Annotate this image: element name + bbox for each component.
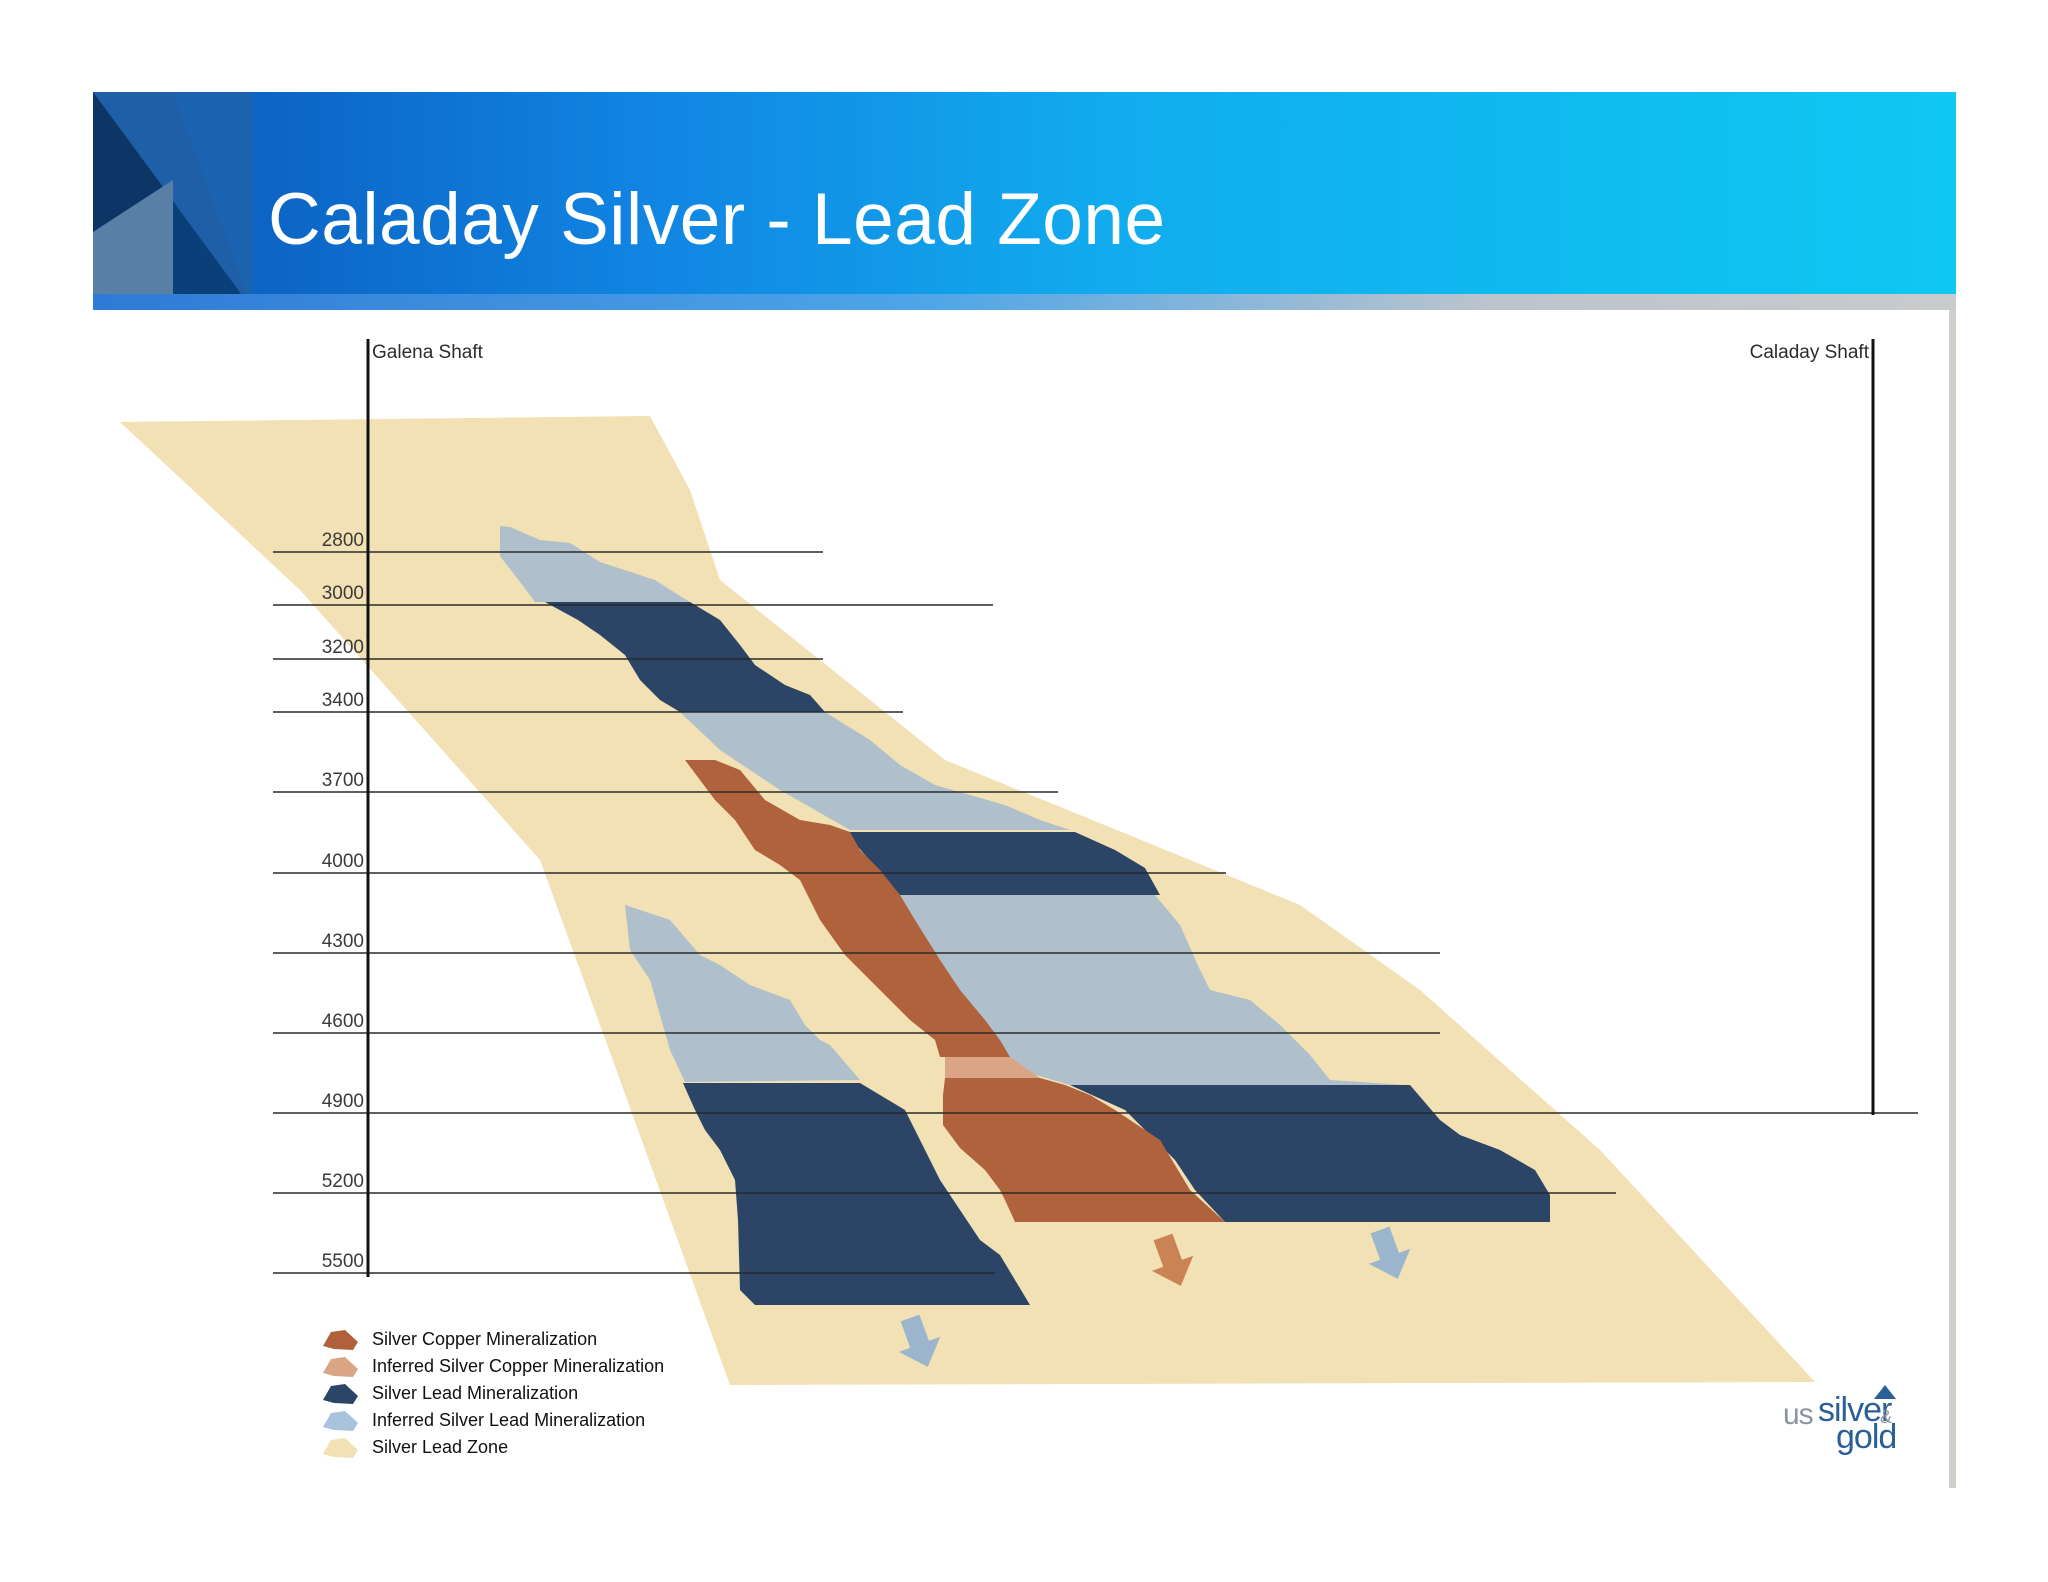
legend-label: Silver Lead Zone: [372, 1437, 509, 1457]
level-label-4600: 4600: [322, 1011, 364, 1032]
us-silver-gold-logo: us silver & gold: [1780, 1385, 1900, 1456]
legend-label: Inferred Silver Lead Mineralization: [372, 1410, 646, 1430]
legend-item: Silver Copper Mineralization: [320, 1326, 664, 1353]
level-label-3400: 3400: [322, 690, 364, 711]
legend-label: Silver Copper Mineralization: [372, 1329, 598, 1349]
inferred-silver-copper-body: [945, 1057, 1040, 1078]
legend-item: Inferred Silver Lead Mineralization: [320, 1407, 664, 1434]
level-label-2800: 2800: [322, 530, 364, 551]
legend: Silver Copper Mineralization Inferred Sil…: [320, 1326, 664, 1461]
silver-lead-body-4: [683, 1083, 1030, 1305]
legend-swatch: [323, 1411, 358, 1431]
level-label-4900: 4900: [322, 1091, 364, 1112]
level-lines: 2800 3000 3200 3400 3700 4000 4300 4600 4900 5200…: [273, 530, 1918, 1274]
mountain-peak-icon: [1874, 1385, 1896, 1399]
silver-lead-body-2: [845, 832, 1160, 895]
title-banner: Caladay Silver - Lead Zone: [93, 92, 1956, 310]
slide-edge: [1949, 310, 1956, 1488]
legend-item: Silver Lead Zone: [320, 1434, 664, 1461]
galena-shaft-label: Galena Shaft: [372, 342, 484, 363]
level-label-4300: 4300: [322, 931, 364, 952]
silver-copper-body-lower: [943, 1078, 1225, 1222]
caladay-shaft-label: Caladay Shaft: [1750, 342, 1870, 363]
level-label-3700: 3700: [322, 770, 364, 791]
down-arrow-lead-left: [898, 1314, 941, 1367]
down-arrow-lead-right: [1368, 1226, 1411, 1279]
inferred-silver-lead-body-upper: [500, 526, 690, 602]
logo-gold: gold: [1836, 1418, 1897, 1456]
inferred-silver-lead-body-upper-2: [680, 712, 1070, 830]
legend-swatch: [323, 1330, 358, 1350]
silver-copper-body: [685, 760, 1010, 1057]
legend-label: Inferred Silver Copper Mineralization: [372, 1356, 665, 1376]
banner-underline: [93, 294, 1956, 310]
down-arrow-copper: [1151, 1233, 1194, 1286]
logo-us: us: [1783, 1398, 1814, 1431]
level-label-4000: 4000: [322, 851, 364, 872]
banner-triangle-graphic: [93, 92, 253, 310]
inferred-silver-lead-body-middle: [900, 895, 1405, 1085]
page-title: Caladay Silver - Lead Zone: [268, 179, 1166, 260]
legend-swatch: [323, 1438, 358, 1458]
level-label-5200: 5200: [322, 1171, 364, 1192]
inferred-silver-lead-body-lower: [625, 905, 860, 1082]
silver-lead-body-3: [1070, 1085, 1550, 1222]
legend-swatch: [323, 1357, 358, 1377]
legend-item: Silver Lead Mineralization: [320, 1380, 664, 1407]
level-label-3000: 3000: [322, 583, 364, 604]
legend-label: Silver Lead Mineralization: [372, 1383, 579, 1403]
silver-lead-body-1: [545, 602, 825, 712]
legend-item: Inferred Silver Copper Mineralization: [320, 1353, 664, 1380]
legend-swatch: [323, 1384, 358, 1404]
logo-silver: silver: [1818, 1391, 1892, 1429]
level-label-5500: 5500: [322, 1251, 364, 1272]
logo-ampersand: &: [1880, 1407, 1893, 1427]
level-label-3200: 3200: [322, 637, 364, 658]
